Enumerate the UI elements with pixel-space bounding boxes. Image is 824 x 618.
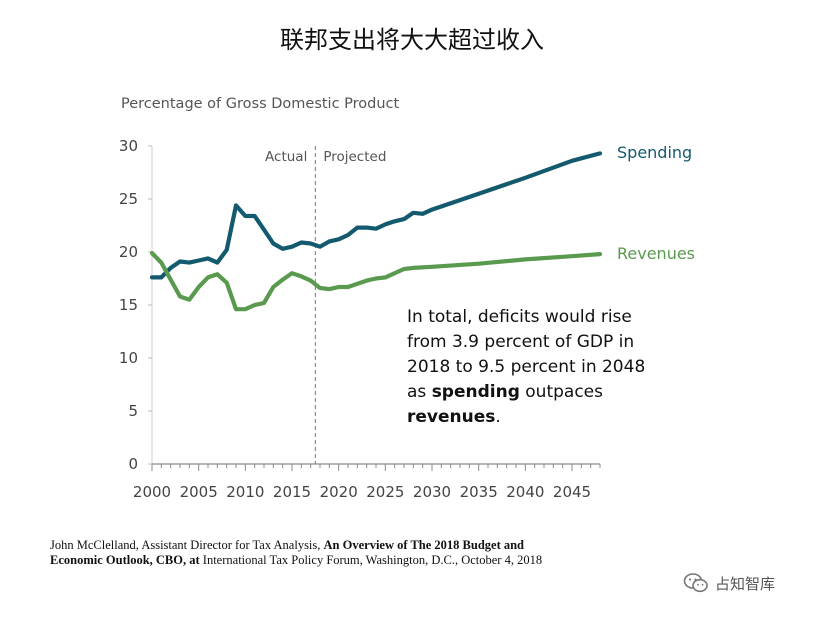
page-title: 联邦支出将大大超过收入 bbox=[280, 26, 544, 54]
x-tick-label: 2035 bbox=[460, 483, 498, 501]
y-axis-ticks: 0 5 10 15 20 25 30 bbox=[119, 137, 152, 473]
x-tick-label: 2045 bbox=[553, 483, 591, 501]
source-citation: John McClelland, Assistant Director for … bbox=[50, 538, 570, 568]
y-tick-label: 25 bbox=[119, 190, 138, 208]
series-lines bbox=[149, 151, 603, 312]
annotation-line-3: 2018 to 9.5 percent in 2048 bbox=[407, 357, 646, 377]
citation-venue: International Tax Policy Forum, Washingt… bbox=[199, 553, 543, 567]
x-tick-label: 2005 bbox=[180, 483, 218, 501]
x-tick-label: 2020 bbox=[320, 483, 358, 501]
x-tick-label: 2015 bbox=[273, 483, 311, 501]
watermark: 占知智库 bbox=[683, 572, 775, 594]
series-label-spending: Spending bbox=[617, 143, 692, 162]
actual-projected-divider: Actual Projected bbox=[265, 146, 386, 464]
watermark-text: 占知智库 bbox=[715, 574, 776, 593]
region-label-projected: Projected bbox=[323, 149, 386, 165]
y-axis-label: Percentage of Gross Domestic Product bbox=[121, 96, 400, 112]
citation-title: An Overview of The 2018 Budget and Econo… bbox=[50, 538, 525, 567]
deficit-annotation: In total, deficits would rise from 3.9 p… bbox=[407, 305, 667, 430]
x-tick-label: 2025 bbox=[366, 483, 404, 501]
y-tick-label: 20 bbox=[119, 243, 138, 261]
x-tick-label: 2000 bbox=[133, 483, 171, 501]
annotation-spending-bold: spending bbox=[431, 382, 520, 402]
annotation-line-4: as spending outpaces bbox=[407, 380, 667, 405]
y-tick-label: 15 bbox=[119, 296, 138, 314]
annotation-line-5-suffix: . bbox=[495, 407, 501, 427]
annotation-line-2: from 3.9 percent of GDP in bbox=[407, 332, 635, 352]
x-tick-label: 2010 bbox=[226, 483, 264, 501]
annotation-line-5: revenues. bbox=[407, 405, 667, 430]
annotation-line-1: In total, deficits would rise bbox=[407, 307, 632, 327]
annotation-line-4-prefix: as bbox=[407, 382, 432, 402]
annotation-revenues-bold: revenues bbox=[407, 407, 496, 427]
region-label-actual: Actual bbox=[265, 149, 307, 165]
y-tick-label: 30 bbox=[119, 137, 138, 155]
y-tick-label: 0 bbox=[128, 455, 138, 473]
annotation-line-4-suffix: outpaces bbox=[519, 382, 603, 402]
series-label-revenues: Revenues bbox=[617, 244, 695, 263]
x-tick-label: 2040 bbox=[506, 483, 544, 501]
x-axis-ticks: 2000 2005 2010 2015 2020 2025 2030 2035 2040 2045 bbox=[133, 464, 601, 501]
y-tick-label: 10 bbox=[119, 349, 138, 367]
series-line-spending bbox=[149, 151, 603, 280]
y-tick-label: 5 bbox=[128, 402, 138, 420]
series-labels: Spending Revenues bbox=[617, 143, 695, 263]
x-tick-label: 2030 bbox=[413, 483, 451, 501]
series-line-revenues bbox=[149, 251, 603, 312]
wechat-icon bbox=[683, 573, 708, 593]
citation-author: John McClelland, Assistant Director for … bbox=[50, 538, 324, 552]
